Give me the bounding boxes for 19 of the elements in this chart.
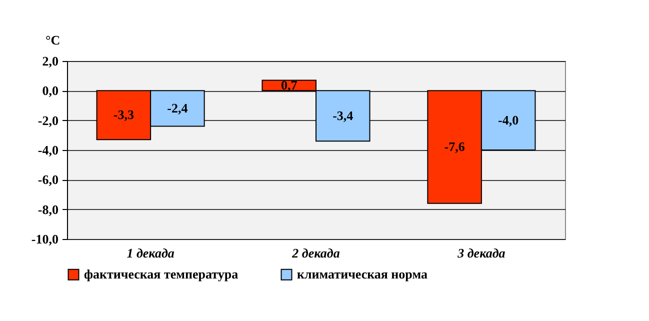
data-label: -2,4 bbox=[167, 100, 188, 116]
y-tick-label: -10,0 bbox=[31, 232, 58, 246]
x-tick-label: 2 декада bbox=[291, 246, 340, 260]
data-label: -3,4 bbox=[332, 108, 354, 123]
x-tick-label: 3 декада bbox=[456, 246, 506, 260]
data-label: 0,7 bbox=[280, 77, 298, 92]
data-label: -4,0 bbox=[498, 112, 519, 128]
y-tick-label: -8,0 bbox=[38, 202, 58, 217]
x-tick-label: 1 декада bbox=[126, 246, 175, 260]
y-tick-label: -2,0 bbox=[38, 112, 58, 128]
data-label: -3,3 bbox=[113, 107, 134, 122]
data-label: -7,6 bbox=[444, 139, 466, 154]
y-tick-label: 2,0 bbox=[42, 54, 58, 68]
legend-label: климатическая норма bbox=[297, 266, 428, 282]
y-tick-label: -6,0 bbox=[38, 172, 58, 188]
y-tick-label: -4,0 bbox=[38, 142, 58, 158]
legend-label: фактическая температура bbox=[84, 266, 239, 282]
y-tick-label: 0,0 bbox=[42, 83, 58, 98]
y-axis-title: °C bbox=[46, 32, 60, 48]
